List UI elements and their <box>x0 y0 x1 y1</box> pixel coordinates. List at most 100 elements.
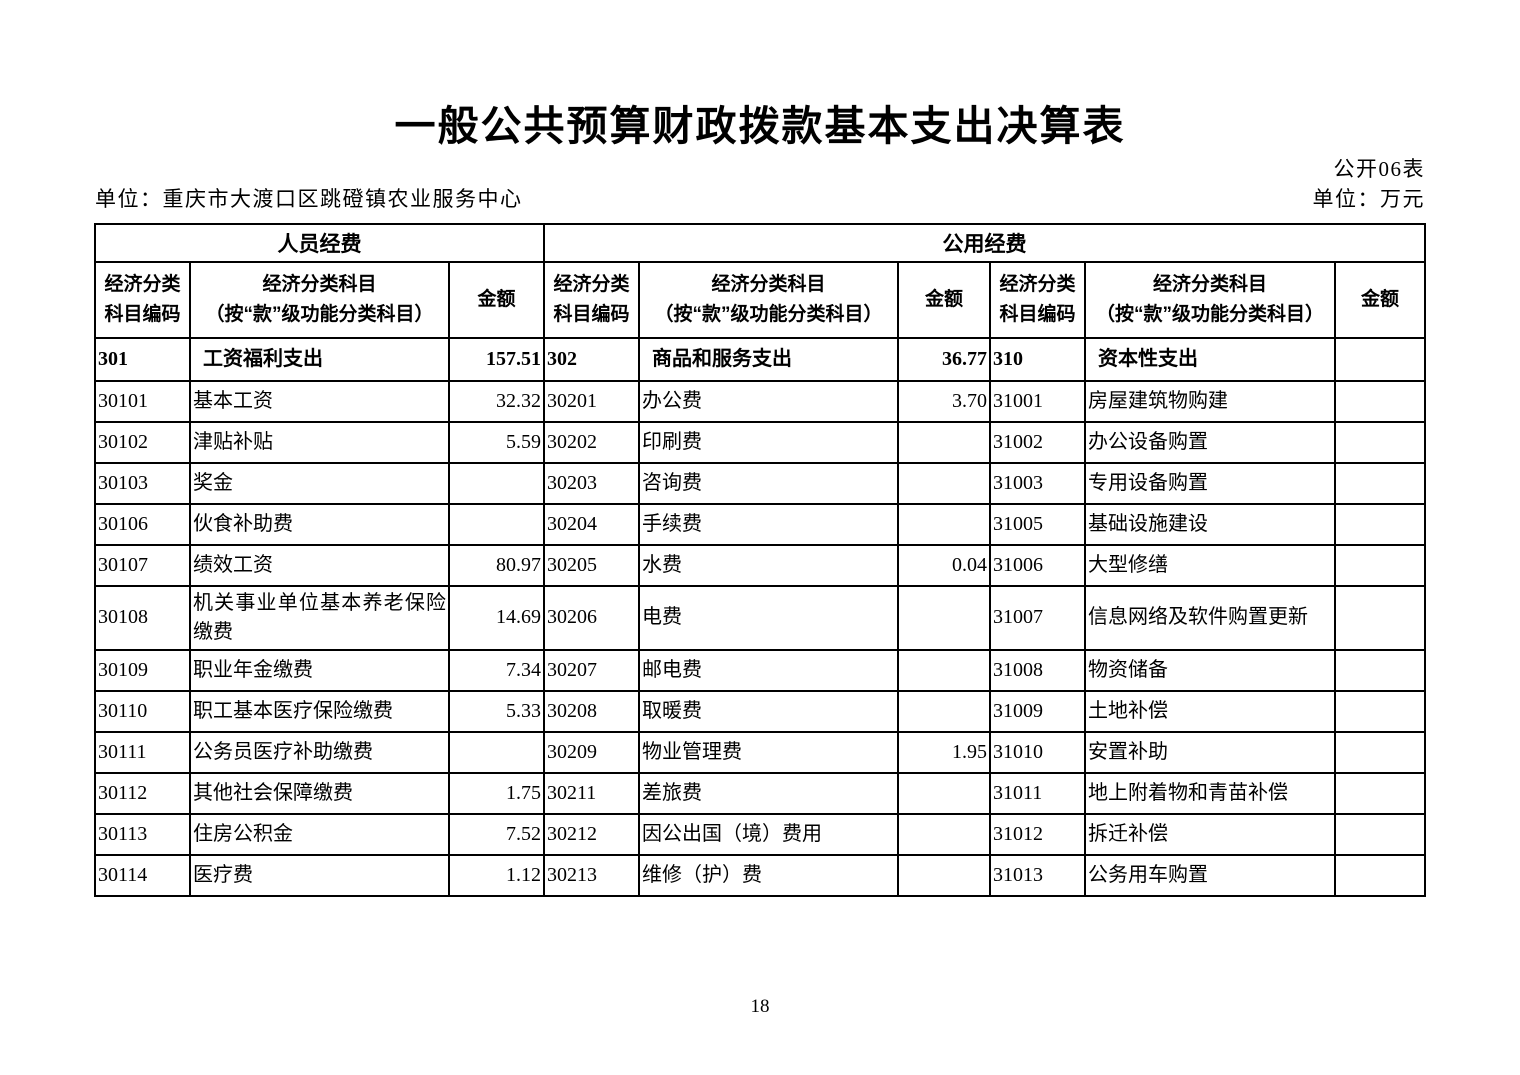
group-header-public: 公用经费 <box>543 222 1426 263</box>
cell-code: 30114 <box>94 853 191 897</box>
page-number: 18 <box>750 996 770 1017</box>
cell-code: 30212 <box>543 812 640 856</box>
cell-code: 30112 <box>94 771 191 815</box>
cell-amount <box>448 502 545 546</box>
cell-amount <box>1334 502 1426 546</box>
meta-block: 公开06表 单位：万元 <box>1313 154 1426 215</box>
cell-code: 30213 <box>543 853 640 897</box>
table-row: 30106 伙食补助费 30204 手续费 31005 基础设施建设 <box>94 502 1426 546</box>
cell-amount <box>1334 420 1426 464</box>
cell-code: 30108 <box>94 584 191 651</box>
cell-subject: 奖金 <box>189 461 450 505</box>
cell-code: 30110 <box>94 689 191 733</box>
cell-amount <box>1334 771 1426 815</box>
cell-subject: 土地补偿 <box>1084 689 1336 733</box>
cell-subject: 伙食补助费 <box>189 502 450 546</box>
cell-amount: 1.12 <box>448 853 545 897</box>
table-row: 30101 基本工资 32.32 30201 办公费 3.70 31001 房屋… <box>94 379 1426 423</box>
group-header-personnel: 人员经费 <box>94 222 545 263</box>
cell-amount <box>897 853 991 897</box>
cell-amount <box>897 812 991 856</box>
cell-code: 30102 <box>94 420 191 464</box>
cell-amount: 5.33 <box>448 689 545 733</box>
column-header-subject-line2: （按“款”级功能分类科目） <box>1095 303 1324 325</box>
cell-code: 30205 <box>543 543 640 587</box>
cell-subject: 其他社会保障缴费 <box>189 771 450 815</box>
cell-amount <box>1334 853 1426 897</box>
cell-code: 30211 <box>543 771 640 815</box>
cell-amount: 7.52 <box>448 812 545 856</box>
table-row: 30108 机关事业单位基本养老保险缴费 14.69 30206 电费 3100… <box>94 584 1426 651</box>
column-header-code: 经济分类科目编码 <box>989 260 1086 339</box>
cell-amount <box>1334 543 1426 587</box>
cell-subject: 商品和服务支出 <box>638 336 899 382</box>
table-row: 30110 职工基本医疗保险缴费 5.33 30208 取暖费 31009 土地… <box>94 689 1426 733</box>
cell-code: 31001 <box>989 379 1086 423</box>
table-row: 30107 绩效工资 80.97 30205 水费 0.04 31006 大型修… <box>94 543 1426 587</box>
cell-subject: 绩效工资 <box>189 543 450 587</box>
cell-amount: 3.70 <box>897 379 991 423</box>
table-row: 30111 公务员医疗补助缴费 30209 物业管理费 1.95 31010 安… <box>94 730 1426 774</box>
cell-amount: 36.77 <box>897 336 991 382</box>
cell-code: 30201 <box>543 379 640 423</box>
cell-subject: 专用设备购置 <box>1084 461 1336 505</box>
cell-amount <box>1334 648 1426 692</box>
cell-amount <box>1334 461 1426 505</box>
column-header-subject: 经济分类科目 （按“款”级功能分类科目） <box>189 260 450 339</box>
table-row: 30109 职业年金缴费 7.34 30207 邮电费 31008 物资储备 <box>94 648 1426 692</box>
column-header-subject: 经济分类科目 （按“款”级功能分类科目） <box>638 260 899 339</box>
cell-code: 30202 <box>543 420 640 464</box>
cell-code: 31012 <box>989 812 1086 856</box>
cell-amount <box>1334 689 1426 733</box>
cell-amount <box>897 584 991 651</box>
cell-code: 30107 <box>94 543 191 587</box>
cell-code: 31007 <box>989 584 1086 651</box>
cell-amount <box>1334 336 1426 382</box>
currency-unit-label: 单位：万元 <box>1312 187 1425 212</box>
cell-subject: 职业年金缴费 <box>189 648 450 692</box>
column-header-amount: 金额 <box>448 260 545 339</box>
cell-subject: 办公费 <box>638 379 899 423</box>
cell-code: 301 <box>94 336 191 382</box>
table-column-header-row: 经济分类科目编码 经济分类科目 （按“款”级功能分类科目） 金额 经济分类科目编… <box>94 260 1426 339</box>
cell-code: 31008 <box>989 648 1086 692</box>
cell-code: 31003 <box>989 461 1086 505</box>
cell-code: 302 <box>543 336 640 382</box>
cell-code: 31013 <box>989 853 1086 897</box>
cell-subject: 咨询费 <box>638 461 899 505</box>
table-row: 30112 其他社会保障缴费 1.75 30211 差旅费 31011 地上附着… <box>94 771 1426 815</box>
cell-subject: 维修（护）费 <box>638 853 899 897</box>
cell-subject: 大型修缮 <box>1084 543 1336 587</box>
cell-code: 31005 <box>989 502 1086 546</box>
cell-amount <box>897 648 991 692</box>
column-header-subject-line1: 经济分类科目 <box>711 274 826 296</box>
cell-subject: 办公设备购置 <box>1084 420 1336 464</box>
cell-subject: 手续费 <box>638 502 899 546</box>
cell-subject: 邮电费 <box>638 648 899 692</box>
cell-code: 30106 <box>94 502 191 546</box>
table-row: 30114 医疗费 1.12 30213 维修（护）费 31013 公务用车购置 <box>94 853 1426 897</box>
cell-amount <box>1334 730 1426 774</box>
column-header-subject-line1: 经济分类科目 <box>262 274 377 296</box>
cell-amount: 5.59 <box>448 420 545 464</box>
cell-subject: 物资储备 <box>1084 648 1336 692</box>
column-header-code: 经济分类科目编码 <box>94 260 191 339</box>
cell-code: 310 <box>989 336 1086 382</box>
cell-amount <box>1334 812 1426 856</box>
cell-subject: 物业管理费 <box>638 730 899 774</box>
cell-amount: 80.97 <box>448 543 545 587</box>
cell-code: 30207 <box>543 648 640 692</box>
cell-subject: 信息网络及软件购置更新 <box>1084 584 1336 651</box>
column-header-subject: 经济分类科目 （按“款”级功能分类科目） <box>1084 260 1336 339</box>
cell-amount <box>1334 379 1426 423</box>
column-header-code: 经济分类科目编码 <box>543 260 640 339</box>
cell-code: 30103 <box>94 461 191 505</box>
cell-amount: 32.32 <box>448 379 545 423</box>
cell-code: 31009 <box>989 689 1086 733</box>
cell-subject: 房屋建筑物购建 <box>1084 379 1336 423</box>
cell-amount: 1.75 <box>448 771 545 815</box>
cell-subject: 机关事业单位基本养老保险缴费 <box>189 584 450 651</box>
cell-code: 30101 <box>94 379 191 423</box>
cell-code: 31010 <box>989 730 1086 774</box>
